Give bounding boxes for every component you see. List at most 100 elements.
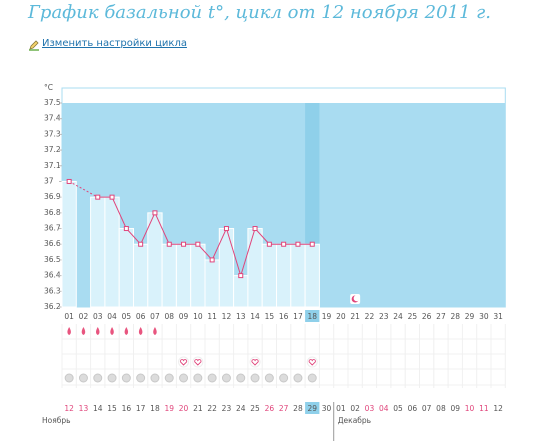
point-marker [195,241,201,247]
day-label: 13 [236,312,246,321]
day-label: 17 [293,312,303,321]
date-label: 07 [422,404,432,413]
date-label: 05 [393,404,403,413]
date-label: 01 [336,404,346,413]
date-label: 09 [450,404,460,413]
y-tick-label: 37.1 [44,161,61,170]
moon-cut [353,295,360,302]
date-label: 27 [279,404,289,413]
heart-icon [179,359,188,366]
y-tick-label: 37 [44,176,54,185]
y-tick-label: 36.4 [44,271,61,280]
date-label: 23 [222,404,232,413]
circle-icon [107,373,117,383]
today-date-box [305,402,320,414]
day-label: 10 [193,312,203,321]
date-label: 17 [136,404,146,413]
today-label-box [305,310,320,322]
circle-icon [64,373,74,383]
bar [161,243,177,308]
bar [204,259,220,308]
page-title: График базальной t°, цикл от 12 ноября 2… [28,2,491,23]
drop-icon [153,327,157,335]
bar [175,243,192,308]
day-label: 22 [365,312,375,321]
point-marker [309,241,315,247]
bar [290,243,306,308]
date-label: 19 [164,404,174,413]
date-label: 16 [122,404,132,413]
point-marker [166,241,172,247]
gap-bridge [68,181,98,198]
drop-icon [81,327,86,335]
point-marker [266,241,272,247]
point-marker [238,273,244,279]
date-label: 14 [93,404,103,413]
y-tick-label: 36.6 [44,239,61,248]
drop-icon [124,327,129,335]
drop-icon [67,327,71,335]
point-marker [152,210,158,216]
date-label: 12 [64,404,74,413]
bar [133,243,149,308]
date-label: 29 [307,404,317,413]
heart-icon [194,359,202,366]
day-label: 21 [350,312,360,321]
point-marker [181,241,187,247]
date-label: 10 [465,404,475,413]
date-label: 04 [379,404,389,413]
unit-label: °C [44,83,53,92]
circle-icon [150,373,160,383]
point-marker [295,241,301,247]
day-label: 03 [93,312,103,321]
y-tick-label: 37.2 [44,145,61,154]
date-label: 13 [79,404,89,413]
bar [247,228,263,308]
settings-link[interactable]: Изменить настройки цикла [42,38,187,49]
date-label: 08 [436,404,446,413]
day-label: 02 [79,312,89,321]
circle-icon [207,373,217,383]
circle-icon [307,373,317,383]
month-label: Декабрь [338,416,371,425]
date-label: 18 [150,404,160,413]
y-tick-label: 37.4 [44,114,61,123]
y-tick-label: 36.3 [44,286,61,295]
y-tick-label: 37.3 [44,129,61,138]
point-marker [109,194,115,200]
bar [118,228,134,308]
point-marker [281,241,287,247]
circle-icon [221,373,231,383]
day-label: 27 [436,312,446,321]
point-marker [252,226,258,232]
date-label: 11 [479,404,489,413]
bar [90,196,106,308]
date-label: 02 [350,404,360,413]
y-tick-label: 37.5 [44,98,61,107]
day-label: 09 [179,312,189,321]
day-label: 01 [64,312,74,321]
day-label: 08 [164,312,174,321]
drop-icon [110,327,114,335]
day-label: 18 [307,312,317,321]
circle-icon [293,373,303,383]
day-label: 26 [422,312,432,321]
y-tick-label: 36.5 [44,255,61,264]
point-marker [209,257,215,263]
heart-icon [308,359,316,366]
circle-icon [264,373,274,383]
day-label: 06 [136,312,146,321]
point-marker [66,178,72,184]
bar [61,180,77,308]
circle-icon [78,373,88,383]
circle-icon [136,373,146,383]
circle-icon [193,373,203,383]
month-label: Ноябрь [42,416,71,425]
day-label: 19 [322,312,332,321]
circle-icon [250,373,260,383]
day-label: 04 [107,312,117,321]
bar [104,196,120,308]
day-label: 29 [465,312,475,321]
